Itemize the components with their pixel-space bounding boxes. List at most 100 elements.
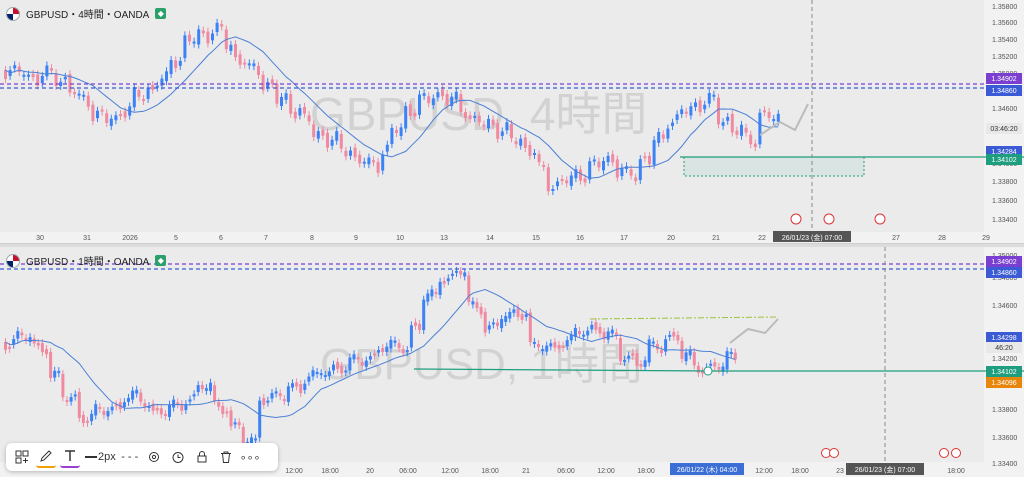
candle-body [688,349,692,356]
candle-body [635,353,639,366]
candle-body [169,60,173,75]
candle-body [776,113,780,122]
add-template-icon[interactable] [12,447,32,467]
candle-body [316,131,320,139]
candle-body [344,150,348,157]
price-label-box [986,123,1022,134]
date-tick-label: 14 [486,235,494,242]
candle-body [215,22,219,32]
line-width-button[interactable]: 2px [84,447,116,467]
candle-body [102,410,106,416]
price-label-box [986,267,1022,278]
candle-body [573,327,577,338]
candle-body [178,60,182,66]
candle-body [142,99,145,102]
candle-body [291,383,294,388]
candle-body [266,400,270,403]
candle-body [81,414,85,424]
settings-icon[interactable] [144,447,164,467]
candle-body [620,167,624,176]
candle-body [45,349,48,355]
candle-body [434,292,438,295]
candle-body [569,175,573,186]
price-label-l5: 1.34102 [991,157,1016,164]
candle-body [225,411,229,414]
candle-body [657,131,661,143]
chart-1h-canvas[interactable]: GBPUSD, 1時間1.350001.348001.346001.342001… [0,247,1024,477]
trash-icon[interactable] [216,447,236,467]
chart-4h-panel[interactable]: GBPUSD, 4時間 1.35800 1.35600 1.35400 1.35200 1… [0,0,1024,244]
candle-body [586,330,590,336]
candle-body [445,94,449,106]
candle-body [233,422,237,425]
candle-body [475,302,479,309]
date-tick-label: 13 [440,235,448,242]
candle-body [61,373,65,398]
candle-body [516,308,520,317]
candle-body [349,150,352,156]
candle-body [733,352,737,360]
pencil-icon[interactable] [36,446,56,468]
candle-body [327,371,331,377]
price-label-box [986,342,1022,353]
candle-body [40,75,44,84]
price-axis [984,0,1024,243]
candle-body [441,89,444,97]
time-tick-label: 21 [522,468,530,475]
candle-body [139,392,143,402]
candle-body [578,330,581,334]
candle-body [655,343,659,350]
candle-body [487,118,490,129]
candle-body [8,346,12,349]
lock-icon[interactable] [192,447,212,467]
candle-body [367,157,371,165]
candle-body [284,93,288,100]
candle-body [602,160,605,171]
chart-4h-canvas[interactable]: GBPUSD, 4時間 1.35800 1.35600 1.35400 1.35200 1… [0,0,1024,243]
candle-body [27,74,30,77]
candle-body [4,70,7,79]
time-axis [0,232,984,243]
candle-body [467,275,471,302]
candle-body [514,141,518,145]
market-open-icon: ◆ [155,255,167,266]
candle-body [427,96,431,104]
candle-body [631,352,635,357]
chart-1h-panel[interactable]: GBPUSD, 1時間1.350001.348001.346001.342001… [0,247,1024,477]
candle-body [413,112,417,117]
line-style-button[interactable]: - - - [120,447,140,467]
candle-body [464,112,467,118]
alert-clock-icon[interactable] [168,447,188,467]
candle-body [651,341,655,344]
candle-body [504,316,508,322]
candle-body [20,332,24,336]
time-tick-label: 18:00 [321,468,339,475]
date-tick-label: 7 [264,235,268,242]
candle-body [597,161,601,168]
more-options-button[interactable]: ∘∘∘ [240,447,261,467]
candle-body [160,78,164,86]
candle-body [546,167,550,192]
candle-body [385,346,389,352]
candle-body [735,130,739,135]
forecast-sketch [759,103,809,136]
candle-body [303,106,306,114]
candle-body [459,94,463,113]
candle-body [31,73,35,78]
candle-body [98,407,102,410]
candle-body [729,352,733,355]
candle-body [132,87,136,108]
candle-body [298,108,302,116]
text-icon[interactable] [60,446,80,468]
chart-4h-symbol: GBPUSD・4時間・OANDA [26,10,150,21]
date-tick-label: 16 [576,235,584,242]
candle-body [491,322,495,325]
candle-body [414,322,417,326]
candle-body [122,402,126,408]
us-event-icon [823,213,835,225]
plot-background [0,0,984,232]
candle-body [661,134,665,139]
candle-body [377,350,381,353]
candle-body [238,54,242,65]
price-label-box [986,154,1022,165]
